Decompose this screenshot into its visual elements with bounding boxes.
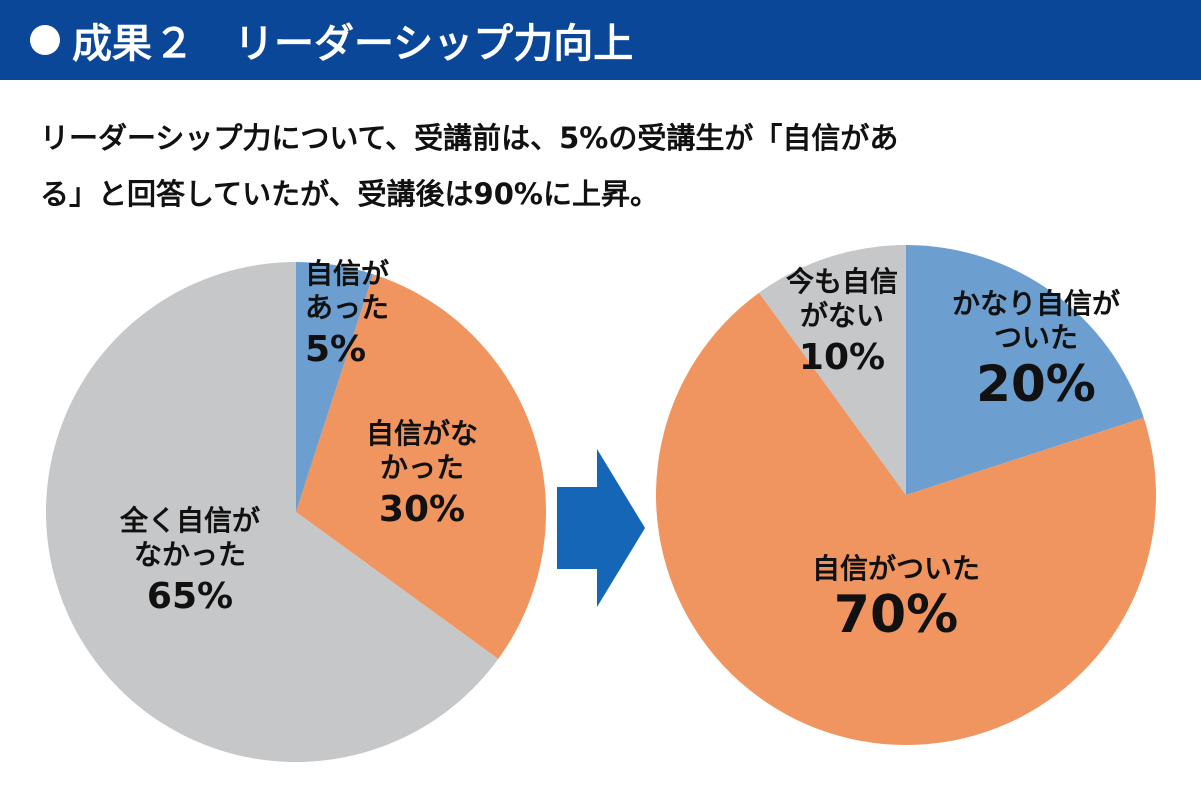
pie-slice-0-2: [45, 262, 499, 762]
slice-label-line-0-2-1: なかった: [134, 538, 246, 571]
slice-label-line-1-2-1: がない: [800, 299, 884, 332]
slice-label-line-0-1-0: 自信がな: [366, 417, 478, 450]
slice-label-0-1: 自信がなかった 30%: [366, 417, 478, 530]
right-arrow-icon: [557, 449, 645, 607]
pie-slice-0-1: [296, 274, 546, 659]
slice-value-0-1: 30%: [379, 489, 465, 530]
pie-chart-after: かなり自信がついた 20% 自信がついた 70% 今も自信がない 10%: [655, 245, 1156, 746]
slice-value-0-2: 65%: [147, 576, 233, 617]
slice-label-1-2: 今も自信がない 10%: [786, 265, 898, 378]
slice-label-0-0: 自信があった 5%: [305, 257, 389, 370]
pie-slice-1-0: [906, 245, 1144, 495]
slice-value-1-0: 20%: [976, 355, 1096, 413]
header-banner: 成果 ２ リーダーシップ力向上: [0, 0, 1201, 80]
slice-label-line-1-0-1: ついた: [994, 321, 1078, 354]
description-line-1: リーダーシップ力について、受講前は、5%の受講生が「自信があ: [40, 121, 899, 155]
slice-label-line-1-0-0: かなり自信が: [952, 287, 1120, 320]
slice-label-line-0-1-1: かった: [380, 451, 464, 484]
slice-value-0-0: 5%: [305, 329, 366, 370]
pie-chart-before: 自信があった 5% 自信がなかった 30% 全く自信がなかった 65%: [45, 257, 546, 762]
header-title: 成果: [72, 21, 152, 67]
pie-slice-0-0: [296, 262, 374, 512]
description-line-2: る」と回答していたが、受講後は90%に上昇。: [40, 177, 659, 211]
slice-label-1-0: かなり自信がついた 20%: [952, 287, 1120, 413]
slice-label-0-2: 全く自信がなかった 65%: [119, 504, 260, 617]
description: リーダーシップ力について、受講前は、5%の受講生が「自信があ る」と回答していた…: [40, 110, 1170, 222]
slice-value-1-1: 70%: [834, 585, 958, 645]
pie-slice-1-1: [655, 292, 1156, 746]
slice-label-line-0-2-0: 全く自信が: [119, 504, 260, 537]
slice-value-1-2: 10%: [799, 337, 885, 378]
slice-label-line-0-0-0: 自信が: [305, 257, 389, 290]
slice-label-line-1-2-0: 今も自信: [786, 265, 898, 298]
slice-label-line-1-1-0: 自信がついた: [812, 552, 980, 585]
pie-slice-1-2: [759, 245, 906, 495]
slice-label-1-1: 自信がついた 70%: [812, 552, 980, 645]
header-subtitle: リーダーシップ力向上: [234, 21, 634, 67]
bullet-dot-icon: [30, 25, 60, 55]
header-number: ２: [154, 21, 194, 67]
slice-label-line-0-0-1: あった: [305, 291, 389, 324]
